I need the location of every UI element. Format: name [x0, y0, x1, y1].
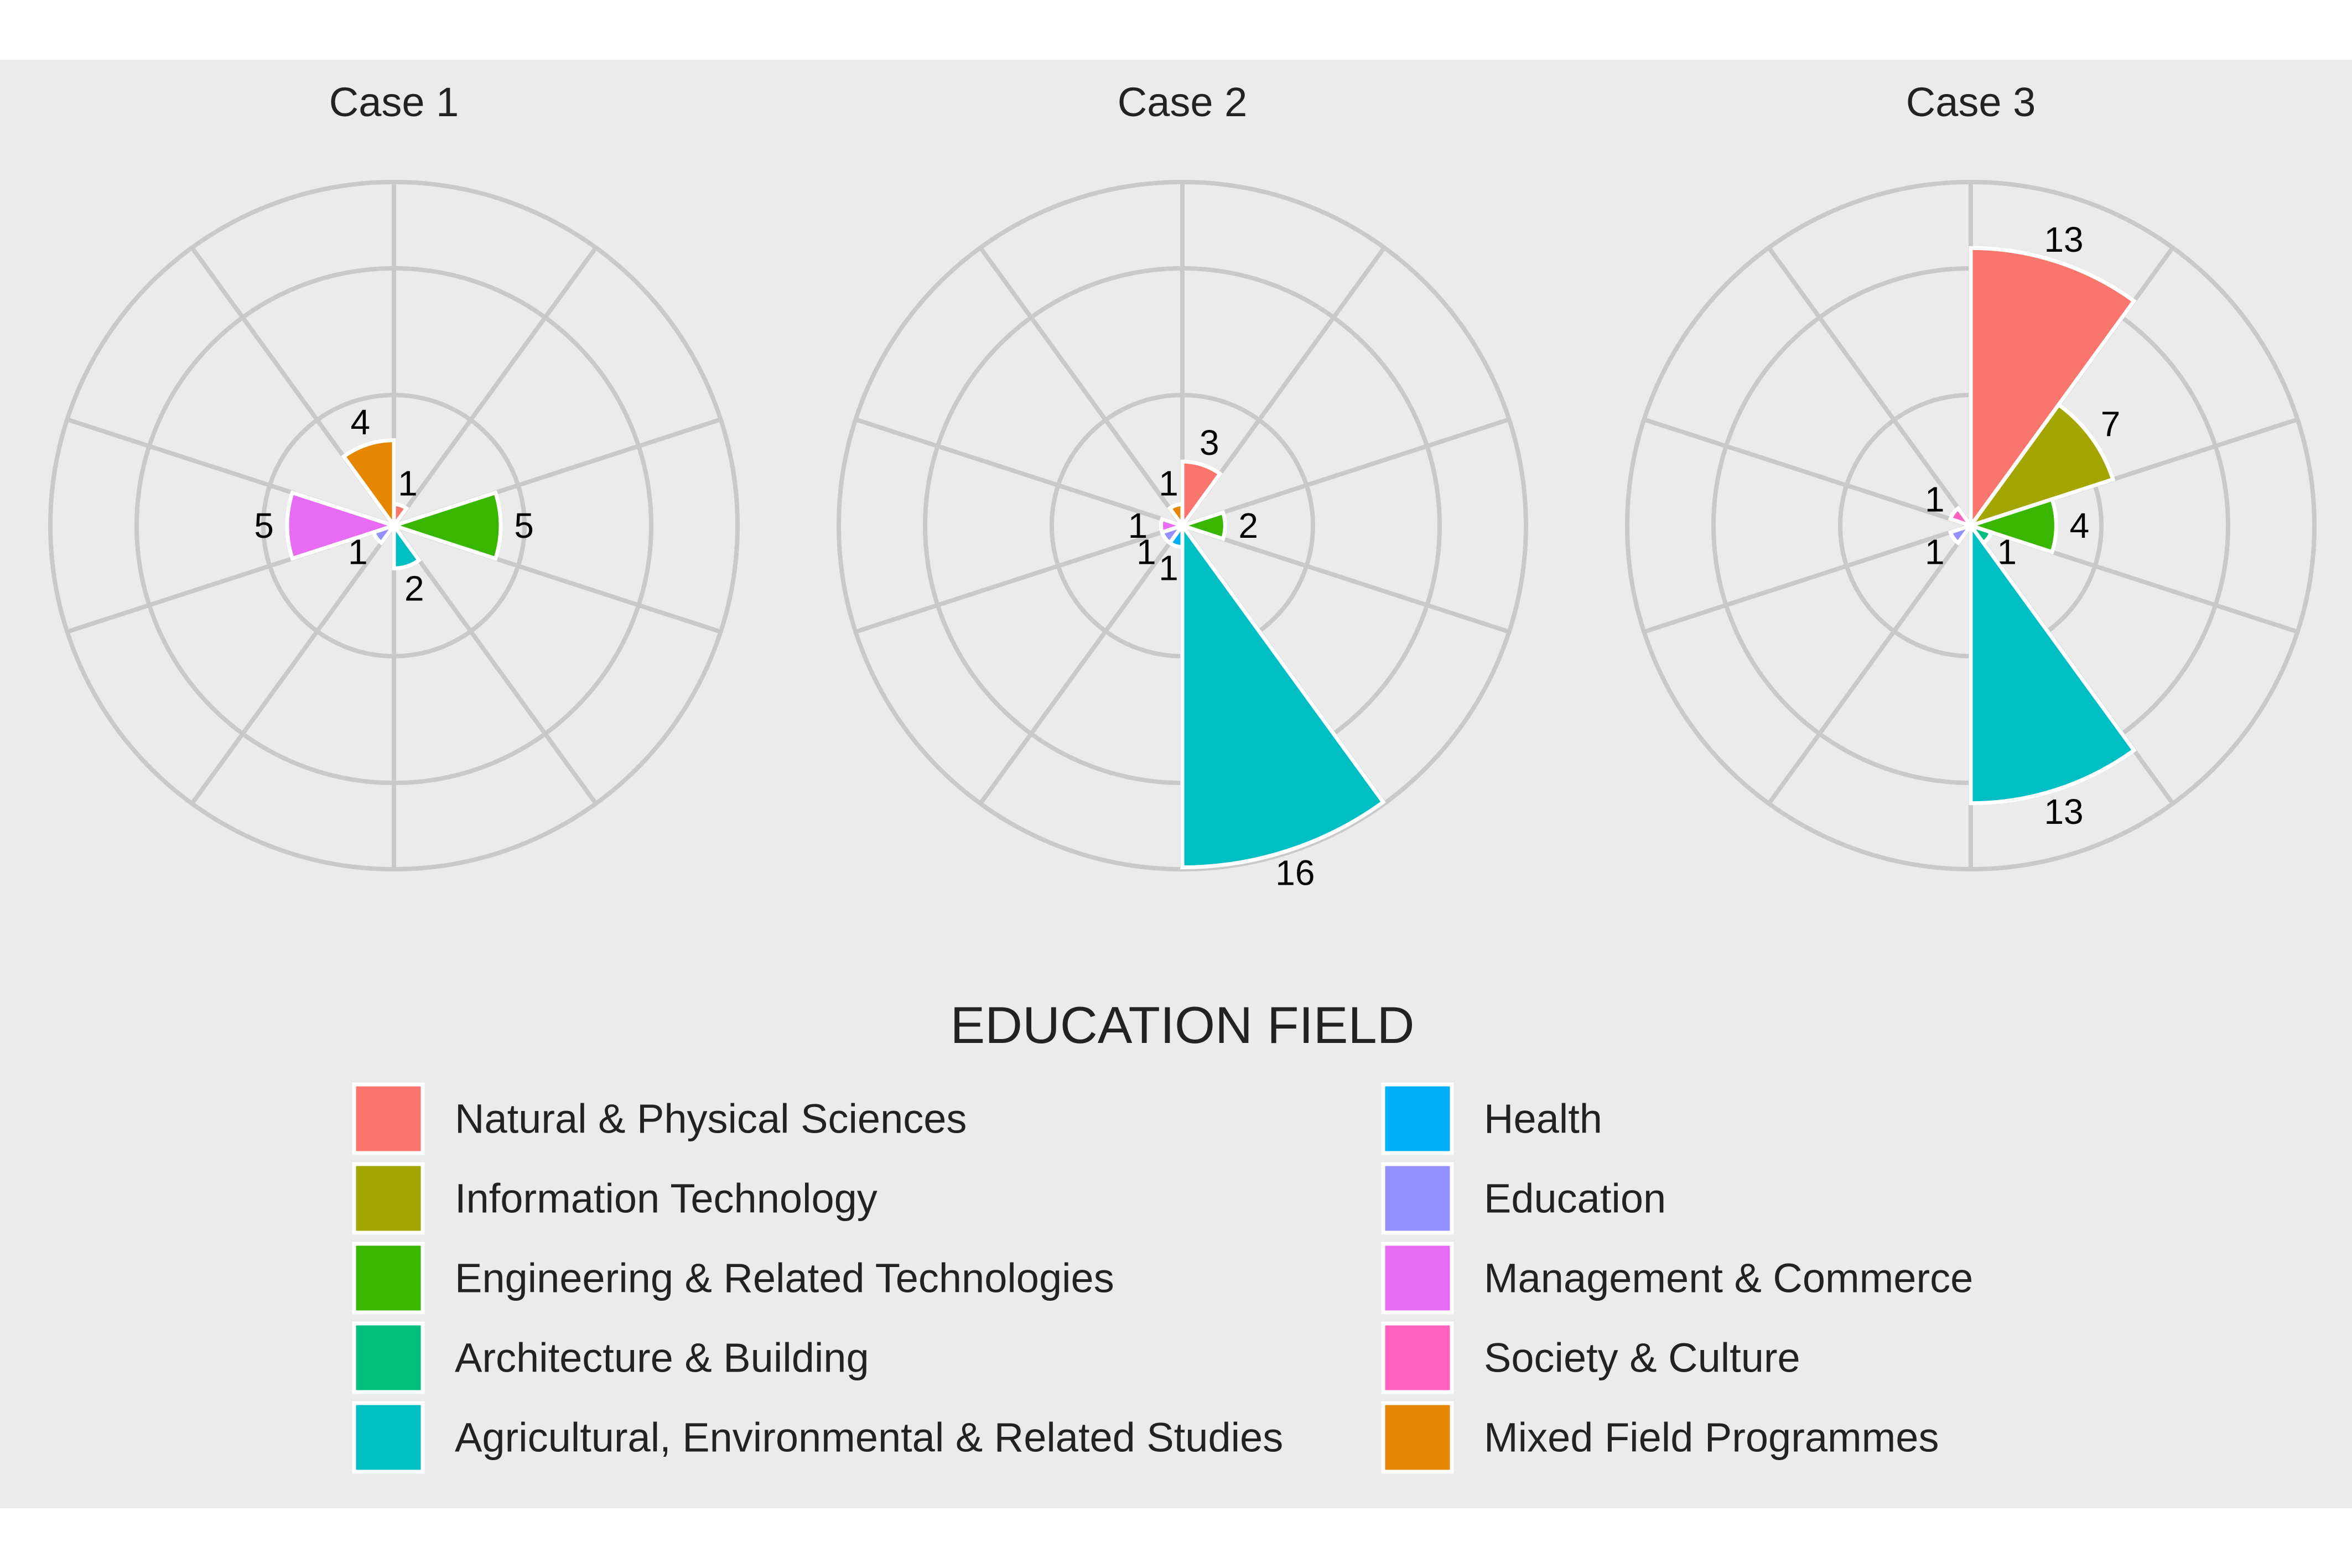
legend-label: Mixed Field Programmes	[1484, 1415, 1939, 1461]
legend-item: Engineering & Related Technologies	[352, 1242, 1114, 1315]
grid-spoke	[1643, 523, 1972, 634]
bar-engineering-related-technologies	[1176, 510, 1227, 542]
data-label: 1	[1159, 463, 1178, 503]
legend: EDUCATION FIELD Natural & Physical Scien…	[352, 996, 1973, 1474]
grid-spoke	[855, 417, 1183, 528]
legend-key	[352, 1162, 425, 1235]
legend-item: Society & Culture	[1381, 1321, 1800, 1394]
legend-label: Information Technology	[455, 1176, 878, 1222]
legend-item: Architecture & Building	[352, 1321, 869, 1394]
bar-management-commerce	[1159, 516, 1189, 535]
grid-spoke	[978, 524, 1185, 805]
data-label: 1	[1925, 532, 1945, 572]
legend-key	[352, 1242, 425, 1315]
legend-label: Society & Culture	[1484, 1335, 1800, 1381]
data-label: 4	[351, 402, 371, 442]
grid-spoke	[1643, 417, 1972, 528]
bar-education	[1948, 522, 1976, 546]
data-label: 13	[2044, 220, 2083, 259]
data-label: 2	[404, 568, 424, 608]
legend-key	[352, 1401, 425, 1474]
legend-label: Health	[1484, 1096, 1602, 1142]
data-label: 2	[1238, 506, 1258, 546]
legend-key	[1381, 1401, 1454, 1474]
data-label: 1	[1159, 548, 1178, 588]
legend-key	[1381, 1162, 1454, 1235]
legend-key	[352, 1321, 425, 1394]
legend-label: Engineering & Related Technologies	[455, 1255, 1114, 1301]
grid-spoke	[1181, 523, 1510, 634]
data-label: 3	[1200, 423, 1219, 463]
grid-spoke	[1181, 417, 1510, 528]
data-label: 1	[1128, 506, 1148, 546]
grid-spoke	[1767, 524, 1973, 805]
data-label: 16	[1275, 853, 1315, 892]
bar-management-commerce	[285, 490, 401, 562]
bar-engineering-related-technologies	[387, 490, 503, 562]
grid-spoke	[190, 524, 396, 805]
data-label: 4	[2070, 506, 2090, 546]
legend-key	[1381, 1082, 1454, 1155]
panel-title: Case 1	[329, 79, 459, 125]
bar-information-technology	[1965, 402, 2116, 529]
legend-label: Natural & Physical Sciences	[455, 1096, 967, 1142]
legend-item: Mixed Field Programmes	[1381, 1401, 1939, 1474]
grid-spoke	[978, 246, 1185, 527]
legend-label: Architecture & Building	[455, 1335, 869, 1381]
legend-label: Management & Commerce	[1484, 1255, 1973, 1301]
legend-item: Education	[1381, 1162, 1666, 1235]
legend-label: Agricultural, Environmental & Related St…	[455, 1415, 1283, 1461]
bar-agricultural-environmental-related-studies	[392, 520, 422, 570]
legend-label: Education	[1484, 1176, 1666, 1222]
panel-title: Case 2	[1118, 79, 1247, 125]
legend-item: Management & Commerce	[1381, 1242, 1973, 1315]
bar-agricultural-environmental-related-studies	[1180, 520, 1386, 870]
bar-mixed-field-programmes	[1167, 502, 1185, 532]
data-label: 1	[398, 463, 418, 503]
data-label: 7	[2101, 404, 2121, 444]
legend-items: Natural & Physical Sciences Information T…	[352, 1082, 1973, 1474]
data-label: 1	[1136, 532, 1156, 572]
bar-engineering-related-technologies	[1964, 496, 2058, 555]
grid-spoke	[855, 523, 1183, 634]
grid-spoke	[392, 246, 598, 527]
bar-agricultural-environmental-related-studies	[1969, 520, 2137, 806]
legend-item: Natural & Physical Sciences	[352, 1082, 967, 1155]
data-label: 13	[2044, 792, 2083, 832]
legend-item: Health	[1381, 1082, 1602, 1155]
data-label: 5	[254, 506, 274, 546]
bar-natural-physical-sciences	[1180, 459, 1223, 532]
legend-key	[1381, 1321, 1454, 1394]
legend-key	[352, 1082, 425, 1155]
panel-title: Case 3	[1906, 79, 2036, 125]
legend-key	[1381, 1242, 1454, 1315]
legend-title: EDUCATION FIELD	[950, 996, 1414, 1054]
data-label: 1	[1925, 480, 1945, 520]
legend-item: Information Technology	[352, 1162, 878, 1235]
bar-natural-physical-sciences	[1969, 246, 2137, 532]
bar-society-culture	[1948, 505, 1976, 529]
bar-mixed-field-programmes	[341, 438, 396, 532]
grid-spoke	[1767, 246, 1973, 527]
legend-item: Agricultural, Environmental & Related St…	[352, 1401, 1283, 1474]
data-label: 5	[514, 506, 534, 546]
grid-spoke	[392, 524, 598, 805]
